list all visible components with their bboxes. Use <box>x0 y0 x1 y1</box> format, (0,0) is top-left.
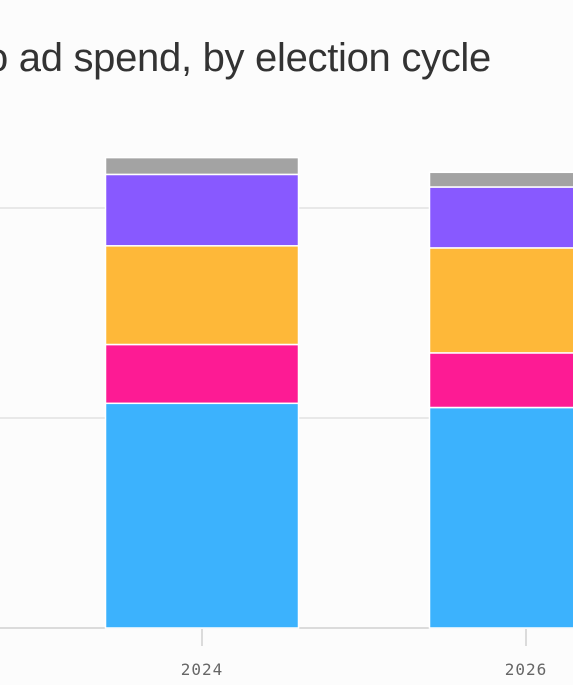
bar-segment-2024-2 <box>104 245 300 346</box>
bar-segment-2024-3 <box>104 173 300 247</box>
x-tick-label-2026: 2026 <box>505 660 548 679</box>
x-axis: 2024 2026 <box>181 629 548 679</box>
bar-segment-2024-1 <box>104 343 300 405</box>
bar-segment-2024-0 <box>104 402 300 629</box>
chart-title: o ad spend, by election cycle <box>0 36 491 80</box>
bar-segment-2026-0 <box>428 406 573 629</box>
bar-segment-2026-3 <box>428 186 573 249</box>
bar-segment-2026-4 <box>428 171 573 188</box>
bars <box>104 156 573 629</box>
bar-segment-2024-4 <box>104 156 300 176</box>
x-tick-label-2024: 2024 <box>181 660 224 679</box>
bar-segment-2026-1 <box>428 352 573 409</box>
bar-segment-2026-2 <box>428 247 573 354</box>
